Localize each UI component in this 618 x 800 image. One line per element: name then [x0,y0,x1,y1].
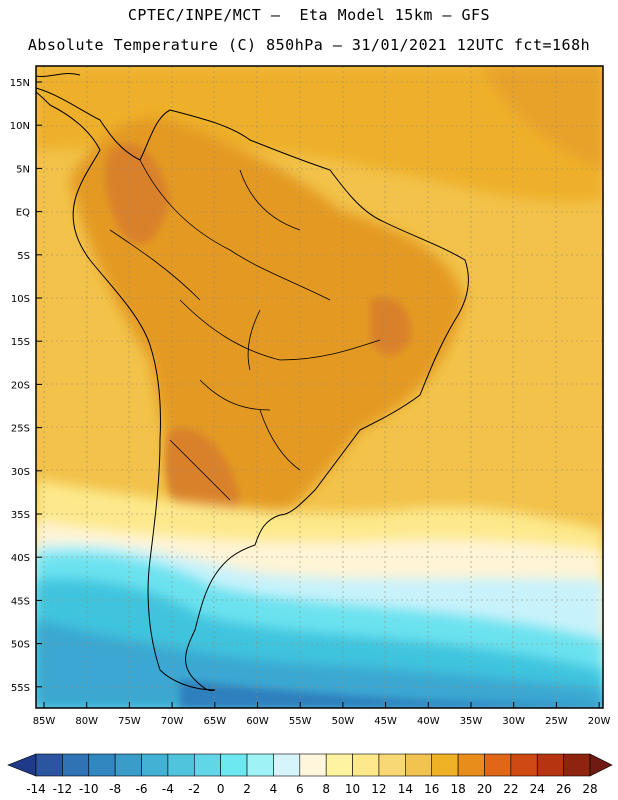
colorbar-box [220,753,248,777]
colorbar-box [246,753,274,777]
colorbar-box [484,753,512,777]
lon-label: 50W [332,716,355,727]
field-blue [36,620,603,708]
colorbar-label: 8 [322,782,331,796]
colorbar-box [325,753,353,777]
lat-label: 15N [10,78,30,89]
lon-label: 70W [161,716,184,727]
field-north-warm [36,66,603,203]
lon-label: 85W [33,716,56,727]
latitude-labels: 15N 10N 5N EQ 5S 10S 15S 20S 25S 30S 35S 40S 45S 50S 5… [10,78,42,694]
lon-label: 40W [417,716,440,727]
colorbar-label: -6 [135,782,148,796]
lat-label: 10S [11,294,30,305]
colorbar-box [457,753,485,777]
lat-label: 15S [11,337,30,348]
colorbar-label: -8 [109,782,122,796]
coastlines [36,73,469,692]
graticule [36,66,603,708]
lat-label: 45S [11,596,30,607]
colorbar-box [193,753,221,777]
colorbar-label: 4 [269,782,278,796]
lat-label: 35S [11,510,30,521]
colorbar-box [352,753,380,777]
colorbar-label: 6 [295,782,304,796]
lat-label: 5S [17,251,30,262]
colorbar-box [563,753,591,777]
colorbar-label: -10 [78,782,99,796]
lon-label: 25W [545,716,568,727]
lon-label: 65W [203,716,226,727]
colorbar-box [167,753,195,777]
lat-label: 10N [10,121,30,132]
lon-label: 75W [118,716,141,727]
colorbar-label: 12 [371,782,387,796]
colorbar-label: -4 [161,782,174,796]
field-northeast-hot [480,66,603,170]
colorbar-label: -14 [26,782,46,796]
colorbar-box [114,753,142,777]
colorbar-box [62,753,90,777]
colorbar-label: 14 [397,782,413,796]
lon-label: 55W [289,716,312,727]
colorbar-max-arrow [589,753,613,777]
colorbar-label: -12 [52,782,73,796]
colorbar-label: 18 [450,782,466,796]
colorbar-box [88,753,116,777]
colorbar-label: 10 [344,782,361,796]
lat-label: 50S [11,640,30,651]
colorbar-label: 20 [476,782,493,796]
colorbar-label: 24 [529,782,545,796]
lon-label: 45W [374,716,397,727]
map-title-line1: CPTEC/INPE/MCT – Eta Model 15km – GFS [127,6,491,24]
colorbar-label: 28 [582,782,598,796]
colorbar-label: 2 [243,782,251,796]
country-borders [109,159,381,501]
colorbar-box [378,753,406,777]
longitude-labels: 85W 80W 75W 70W 65W 60W 55W 50W 45W 40W 35W 30W 25W 2… [33,702,611,727]
colorbar-box [273,753,301,777]
lon-label: 35W [460,716,483,727]
colorbar-box [405,753,433,777]
colorbar [7,753,613,777]
lat-label: 25S [11,424,30,435]
lat-label: 30S [11,467,30,478]
lon-label: 30W [502,716,525,727]
colorbar-label: 0 [216,782,225,796]
colorbar-box [141,753,169,777]
lat-label: EQ [16,208,30,219]
colorbar-box [299,753,327,777]
map-frame [35,65,604,709]
field-deep-blue [180,680,603,708]
temperature-field [36,66,603,708]
field-brazil-hot [370,297,411,355]
colorbar-box [431,753,459,777]
colorbar-label: 16 [424,782,440,796]
lon-label: 80W [75,716,98,727]
colorbar-label: -2 [188,782,201,796]
lat-label: 20S [11,380,30,391]
lat-label: 55S [11,683,30,694]
colorbar-label: 26 [555,782,572,796]
colorbar-label: 22 [503,782,519,796]
lon-label: 60W [246,716,269,727]
colorbar-box [536,753,564,777]
colorbar-min-arrow [7,753,37,777]
colorbar-box [510,753,538,777]
map-title-line2: Absolute Temperature (C) 850hPa – 31/01/… [27,36,591,54]
lat-label: 40S [11,553,30,564]
colorbar-box [35,753,63,777]
lat-label: 5N [16,164,30,175]
lon-label: 20W [588,716,611,727]
